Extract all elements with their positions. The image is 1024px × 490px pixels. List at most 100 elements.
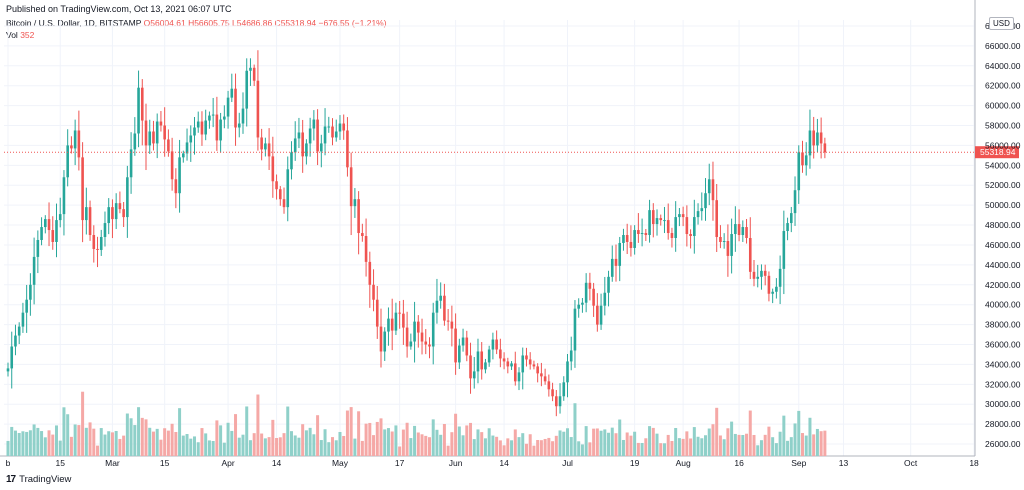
candle-body (14, 335, 17, 347)
candle-body (596, 305, 599, 325)
volume-bar (681, 438, 685, 456)
price-tick-label: 64000.00 (985, 61, 1021, 71)
candle-body (103, 223, 107, 238)
volume-bar (461, 435, 465, 456)
tradingview-brand-text: TradingView (19, 474, 72, 485)
candle-body (543, 376, 547, 382)
candle-body (155, 121, 159, 144)
volume-bar (621, 439, 625, 456)
currency-badge[interactable]: USD (989, 17, 1014, 30)
candle-body (234, 88, 237, 128)
volume-bar (297, 437, 301, 456)
volume-bar (812, 434, 816, 456)
price-tick-label: 34000.00 (985, 359, 1021, 369)
price-tick-label: 26000.00 (985, 439, 1021, 449)
volume-bar (584, 426, 588, 456)
candle-body (715, 200, 718, 238)
volume-bar (808, 417, 812, 456)
candle-body (674, 217, 677, 238)
volume-bar (495, 436, 499, 456)
volume-bar (155, 428, 159, 456)
candle-body (383, 331, 387, 352)
tradingview-logo[interactable]: 17 TradingView (6, 474, 71, 485)
volume-bar (726, 428, 730, 456)
candle-body (92, 235, 96, 249)
candle-body (726, 240, 730, 256)
price-tick-label: 60000.00 (985, 101, 1021, 111)
candle-body (555, 396, 558, 407)
candle-body (816, 132, 819, 146)
candle-body (245, 70, 249, 109)
candle-body (610, 258, 614, 277)
volume-bar (211, 440, 215, 456)
candle-body (711, 179, 715, 201)
time-tick-label: Oct (904, 458, 918, 468)
volume-bar (372, 435, 376, 456)
candle-body (461, 337, 465, 346)
candle-body (547, 381, 551, 390)
candle-body (196, 121, 200, 128)
volume-bar (804, 435, 808, 456)
candle-body (316, 119, 319, 152)
candle-body (342, 123, 345, 131)
volume-bar (789, 437, 793, 456)
volume-bar (595, 428, 599, 456)
volume-bar (256, 394, 260, 456)
volume-bar (651, 427, 655, 456)
volume-bar (480, 432, 484, 456)
candle-body (349, 167, 353, 207)
candle-body (25, 299, 28, 313)
candle-body (252, 67, 256, 81)
candle-body (338, 123, 342, 132)
price-tick-label: 32000.00 (985, 379, 1021, 389)
volume-bar (312, 434, 316, 456)
volume-bar (786, 440, 790, 456)
candle-body (334, 131, 338, 138)
volume-bar (6, 440, 10, 456)
candle-body (625, 235, 629, 242)
candle-body (174, 179, 178, 194)
volume-bar (767, 426, 771, 456)
volume-bar (405, 422, 409, 456)
price-tick-label: 40000.00 (985, 300, 1021, 310)
volume-bar (278, 437, 282, 456)
volume-bar (648, 426, 652, 456)
candle-body (85, 207, 88, 221)
volume-bar (96, 445, 100, 456)
tradingview-logo-icon: 17 (6, 474, 16, 485)
candle-body (607, 276, 610, 293)
volume-bar (763, 434, 767, 456)
candles (6, 50, 827, 417)
volume-bar (28, 430, 32, 456)
volume-bar (566, 428, 569, 456)
volume-bar (189, 438, 193, 456)
volume-bar (301, 424, 305, 456)
candle-body (562, 382, 566, 397)
volume-bar (431, 419, 435, 456)
candle-body (793, 190, 797, 214)
candle-body (513, 363, 517, 382)
candle-body (275, 181, 278, 190)
candle-body (62, 177, 66, 215)
volume-bar (401, 429, 405, 456)
price-tick-label: 56000.00 (985, 140, 1021, 150)
candle-body (566, 361, 569, 383)
candle-body (170, 151, 174, 180)
candle-body (129, 149, 133, 178)
price-tick-label: 38000.00 (985, 320, 1021, 330)
candle-body (719, 237, 722, 242)
candle-body (670, 233, 674, 238)
time-tick-label: 14 (499, 458, 509, 468)
candle-body (778, 268, 782, 287)
candle-body (77, 130, 81, 158)
candle-body (782, 231, 786, 269)
volume-bar (36, 427, 40, 456)
candle-body (379, 326, 383, 352)
candle-body (417, 321, 420, 333)
candle-body (81, 157, 84, 221)
last-price-tag (975, 146, 1019, 159)
volume-bar (603, 429, 607, 456)
time-tick-label: Jun (449, 458, 463, 468)
symbol-title[interactable]: Bitcoin / U.S. Dollar, 1D, BITSTAMP (6, 18, 142, 28)
